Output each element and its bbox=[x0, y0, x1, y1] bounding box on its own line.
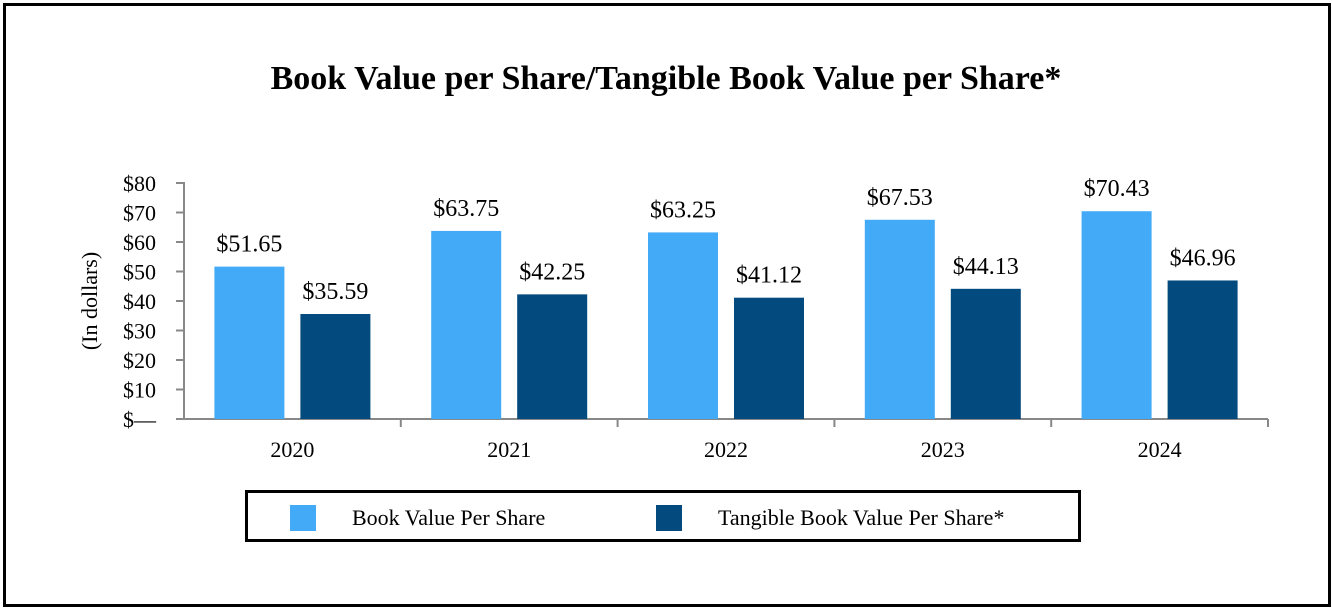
data-label-tangible-book-value: $42.25 bbox=[519, 259, 585, 285]
legend-label-tangible-book-value: Tangible Book Value Per Share* bbox=[718, 505, 1005, 530]
y-tick-label: $60 bbox=[123, 230, 156, 255]
x-tick-label: 2024 bbox=[1138, 437, 1182, 462]
bar-tangible-book-value bbox=[1167, 280, 1238, 419]
data-label-tangible-book-value: $44.13 bbox=[953, 254, 1019, 280]
bar-book-value bbox=[214, 266, 285, 419]
data-label-book-value: $67.53 bbox=[867, 185, 933, 211]
x-tick-label: 2022 bbox=[704, 437, 748, 462]
bar-book-value bbox=[1081, 211, 1152, 419]
y-axis-label: (In dollars) bbox=[77, 252, 102, 350]
data-label-book-value: $63.25 bbox=[650, 197, 716, 223]
bar-book-value bbox=[648, 232, 718, 419]
bar-book-value bbox=[431, 230, 502, 419]
legend: Book Value Per Share Tangible Book Value… bbox=[245, 490, 1081, 542]
bar-tangible-book-value bbox=[517, 294, 588, 419]
data-label-book-value: $70.43 bbox=[1084, 176, 1150, 202]
legend-item-tangible-book-value: Tangible Book Value Per Share* bbox=[656, 505, 1004, 531]
chart-title: Book Value per Share/Tangible Book Value… bbox=[270, 60, 1062, 97]
bar-tangible-book-value bbox=[300, 314, 371, 419]
y-tick-label: $10 bbox=[123, 378, 156, 403]
data-label-book-value: $63.75 bbox=[433, 196, 499, 222]
bar-tangible-book-value bbox=[950, 288, 1021, 419]
y-tick-label: $30 bbox=[123, 319, 156, 344]
y-tick-label: $70 bbox=[123, 201, 156, 226]
data-label-book-value: $51.65 bbox=[216, 232, 282, 258]
x-tick-label: 2020 bbox=[270, 437, 314, 462]
bar-book-value bbox=[864, 219, 935, 419]
data-label-tangible-book-value: $35.59 bbox=[302, 279, 368, 305]
legend-swatch-tangible-book-value bbox=[656, 505, 682, 531]
legend-swatch-book-value bbox=[290, 505, 316, 531]
bar-tangible-book-value bbox=[734, 297, 804, 419]
legend-label-book-value: Book Value Per Share bbox=[352, 505, 546, 530]
y-tick-label: $20 bbox=[123, 348, 156, 373]
y-tick-label: $80 bbox=[123, 171, 156, 196]
legend-item-book-value: Book Value Per Share bbox=[290, 505, 545, 531]
data-label-tangible-book-value: $41.12 bbox=[736, 263, 802, 289]
y-tick-label: $— bbox=[123, 407, 157, 432]
y-tick-label: $40 bbox=[123, 289, 156, 314]
y-tick-label: $50 bbox=[123, 260, 156, 285]
x-tick-label: 2021 bbox=[487, 437, 531, 462]
x-tick-label: 2023 bbox=[921, 437, 965, 462]
data-label-tangible-book-value: $46.96 bbox=[1170, 245, 1236, 271]
